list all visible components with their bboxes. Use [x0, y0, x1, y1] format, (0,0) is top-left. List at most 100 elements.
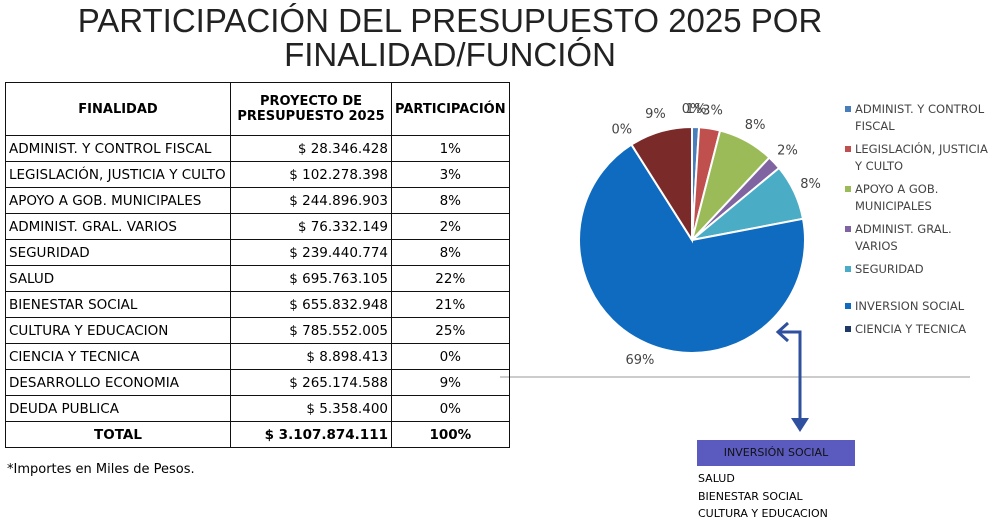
cell: CIENCIA Y TECNICA — [5, 343, 231, 370]
arrow — [778, 330, 802, 420]
legend-item: APOYO A GOB. MUNICIPALES — [843, 181, 993, 215]
cell: $ 655.832.948 — [230, 291, 392, 318]
slice-label: 1% — [686, 102, 707, 117]
cell: $ 239.440.774 — [230, 239, 392, 266]
legend-label: ADMINIST. Y CONTROL FISCAL — [855, 102, 985, 133]
cell: $ 5.358.400 — [230, 395, 392, 422]
legend-item: CIENCIA Y TECNICA — [843, 321, 993, 338]
header-row: FINALIDAD PROYECTO DE PRESUPUESTO 2025 PAR… — [5, 82, 510, 136]
slice-label: 9% — [645, 107, 666, 122]
note: *Importes en Miles de Pesos. — [7, 462, 195, 477]
slice-label: 8% — [745, 118, 766, 133]
total-row: TOTAL $ 3.107.874.111 100% — [5, 421, 510, 448]
row: ADMINIST. GRAL. VARIOS $ 76.332.149 2% — [5, 213, 510, 240]
cell: ADMINIST. Y CONTROL FISCAL — [5, 135, 231, 162]
cell: SEGURIDAD — [5, 239, 231, 266]
legend-label: LEGISLACIÓN, JUSTICIA Y CULTO — [855, 142, 988, 173]
arrow-head — [791, 418, 809, 432]
row: BIENESTAR SOCIAL $ 655.832.948 21% — [5, 291, 510, 318]
cell: BIENESTAR SOCIAL — [5, 291, 231, 318]
cell: CULTURA Y EDUCACION — [5, 317, 231, 344]
legend-item: SEGURIDAD — [843, 261, 993, 278]
legend-label: CIENCIA Y TECNICA — [855, 322, 967, 336]
cell: SALUD — [5, 265, 231, 292]
legend-swatch — [845, 303, 851, 309]
cell: $ 244.896.903 — [230, 187, 392, 214]
header-cell: PROYECTO DE PRESUPUESTO 2025 — [230, 82, 392, 136]
total-cell: 100% — [391, 421, 510, 448]
slice-label: 3% — [702, 104, 723, 119]
cell: LEGISLACIÓN, JUSTICIA Y CULTO — [5, 161, 231, 188]
cell: $ 28.346.428 — [230, 135, 392, 162]
cell: 3% — [391, 161, 510, 188]
row: APOYO A GOB. MUNICIPALES $ 244.896.903 8% — [5, 187, 510, 214]
legend-label: SEGURIDAD — [855, 262, 924, 276]
cell: 8% — [391, 239, 510, 266]
total-cell: TOTAL — [5, 421, 231, 448]
header-cell: PARTICIPACIÓN — [391, 82, 510, 136]
inversion-items: SALUD BIENESTAR SOCIAL CULTURA Y EDUCACION — [698, 470, 828, 523]
cell: DESARROLLO ECONOMIA — [5, 369, 231, 396]
row: SALUD $ 695.763.105 22% — [5, 265, 510, 292]
slice-label: 0% — [682, 102, 703, 117]
legend-item: ADMINIST. GRAL. VARIOS — [843, 221, 993, 255]
title: PARTICIPACIÓN DEL PRESUPUESTO 2025 POR F… — [0, 4, 900, 72]
cell: ADMINIST. GRAL. VARIOS — [5, 213, 231, 240]
cell: 22% — [391, 265, 510, 292]
row: DESARROLLO ECONOMIA $ 265.174.588 9% — [5, 369, 510, 396]
title-line: FINALIDAD/FUNCIÓN — [284, 36, 616, 73]
legend-swatch — [845, 326, 851, 332]
total-cell: $ 3.107.874.111 — [230, 421, 392, 448]
cell: 9% — [391, 369, 510, 396]
pie-slice — [578, 143, 806, 354]
cell: $ 695.763.105 — [230, 265, 392, 292]
legend: ADMINIST. Y CONTROL FISCAL LEGISLACIÓN, J… — [843, 101, 993, 344]
legend-label: APOYO A GOB. MUNICIPALES — [855, 182, 939, 213]
header-cell: FINALIDAD — [5, 82, 231, 136]
slice-label: 0% — [611, 122, 632, 137]
cell: 0% — [391, 395, 510, 422]
legend-label: INVERSION SOCIAL — [855, 299, 965, 313]
cell: $ 785.552.005 — [230, 317, 392, 344]
legend-item: INVERSION SOCIAL — [843, 298, 993, 315]
row: ADMINIST. Y CONTROL FISCAL $ 28.346.428 1% — [5, 135, 510, 162]
legend-swatch — [845, 106, 851, 112]
cell: $ 102.278.398 — [230, 161, 392, 188]
slice-label: 69% — [626, 353, 655, 368]
row: DEUDA PUBLICA $ 5.358.400 0% — [5, 395, 510, 422]
legend-item: ADMINIST. Y CONTROL FISCAL — [843, 101, 993, 135]
legend-label: ADMINIST. GRAL. VARIOS — [855, 222, 952, 253]
arrow-head — [775, 321, 790, 343]
row: LEGISLACIÓN, JUSTICIA Y CULTO $ 102.278.3… — [5, 161, 510, 188]
legend-swatch — [845, 266, 851, 272]
cell: $ 76.332.149 — [230, 213, 392, 240]
inversion-item: SALUD — [698, 472, 735, 485]
inversion-box: INVERSIÓN SOCIAL — [697, 440, 855, 466]
pie: 1%3% 8% 2% 8% 69% 0% 9% 0% — [578, 102, 821, 368]
slice-label: 2% — [777, 143, 798, 158]
budget-table: FINALIDAD PROYECTO DE PRESUPUESTO 2025 PAR… — [5, 82, 510, 448]
inversion-item: CULTURA Y EDUCACION — [698, 507, 828, 520]
cell: APOYO A GOB. MUNICIPALES — [5, 187, 231, 214]
cell: $ 265.174.588 — [230, 369, 392, 396]
title-line: PARTICIPACIÓN DEL PRESUPUESTO 2025 POR — [77, 2, 823, 39]
legend-swatch — [845, 186, 851, 192]
cell: 1% — [391, 135, 510, 162]
cell: 21% — [391, 291, 510, 318]
cell: 0% — [391, 343, 510, 370]
slice-label: 8% — [800, 177, 821, 192]
cell: DEUDA PUBLICA — [5, 395, 231, 422]
cell: 2% — [391, 213, 510, 240]
legend-swatch — [845, 226, 851, 232]
inversion-item: BIENESTAR SOCIAL — [698, 489, 803, 503]
legend-swatch — [845, 146, 851, 152]
cell: 25% — [391, 317, 510, 344]
row: SEGURIDAD $ 239.440.774 8% — [5, 239, 510, 266]
cell: $ 8.898.413 — [230, 343, 392, 370]
cell: 8% — [391, 187, 510, 214]
legend-item: LEGISLACIÓN, JUSTICIA Y CULTO — [843, 141, 993, 175]
row: CIENCIA Y TECNICA $ 8.898.413 0% — [5, 343, 510, 370]
row: CULTURA Y EDUCACION $ 785.552.005 25% — [5, 317, 510, 344]
